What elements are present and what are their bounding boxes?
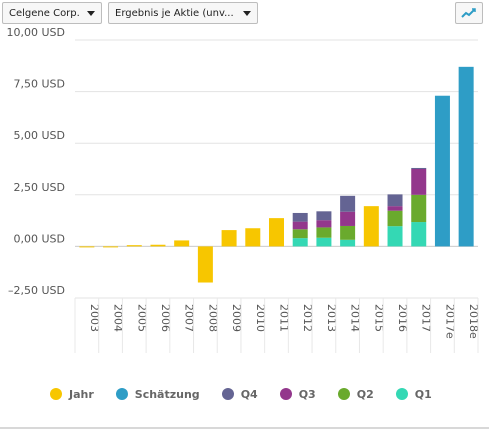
legend-item-q1[interactable]: Q1: [395, 387, 432, 401]
bar-jahr-2006: [150, 244, 166, 247]
company-dropdown-label: Celgene Corp.: [9, 7, 80, 19]
x-tick-label: 2017: [420, 304, 433, 332]
bar-q1-2016: [387, 226, 403, 247]
bar-q2-2013: [316, 227, 332, 238]
chevron-down-icon: [243, 10, 251, 16]
legend-label-schaetzung: Schätzung: [134, 387, 200, 401]
legend-label-q4: Q4: [240, 387, 258, 401]
x-tick-label: 2010: [254, 304, 267, 332]
legend-swatch-q4: [221, 388, 234, 400]
company-dropdown[interactable]: Celgene Corp.: [2, 2, 102, 24]
y-tick-label: 2,50 USD: [14, 181, 66, 194]
eps-bar-chart: –2,50 USD 0,00 USD 2,50 USD 5,00 USD 7,50 US…: [7, 28, 480, 353]
bar-q2-2016: [387, 210, 403, 227]
chevron-down-icon: [87, 10, 95, 16]
x-tick-label: 2018e: [467, 304, 480, 339]
legend-item-q3[interactable]: Q3: [279, 387, 316, 401]
bar-q1-2012: [292, 238, 308, 247]
bar-jahr-2004: [103, 246, 119, 248]
line-chart-icon: [461, 8, 476, 18]
legend-item-q2[interactable]: Q2: [337, 387, 374, 401]
bar-jahr-2008: [197, 246, 213, 283]
x-tick-label: 2006: [159, 304, 172, 332]
bar-q4-2012: [292, 212, 308, 222]
legend-item-schaetzung[interactable]: Schätzung: [115, 387, 200, 401]
bar-schaetzung-2017e: [434, 95, 450, 247]
x-tick-label: 2013: [325, 304, 338, 332]
x-tick-label: 2017e: [443, 304, 456, 339]
x-tick-label: 2009: [230, 304, 243, 332]
legend-label-q3: Q3: [298, 387, 316, 401]
bar-q3-2016: [387, 206, 403, 211]
x-tick-label: 2007: [183, 304, 196, 332]
bar-jahr-2015: [363, 206, 379, 247]
legend-item-jahr[interactable]: Jahr: [50, 388, 94, 401]
y-tick-label: 7,50 USD: [14, 78, 66, 91]
legend-swatch-q1: [395, 388, 408, 400]
legend-label-jahr: Jahr: [69, 387, 94, 401]
bar-jahr-2007: [174, 240, 190, 247]
legend-label-q2: Q2: [356, 387, 374, 401]
x-tick-label: 2004: [112, 304, 125, 332]
x-tick-label: 2005: [135, 304, 148, 332]
chart-legend: Jahr Schätzung Q4 Q3 Q2 Q1: [50, 386, 454, 402]
bar-q4-2014: [340, 195, 356, 212]
bar-q3-2013: [316, 220, 332, 228]
bar-jahr-2009: [221, 230, 237, 247]
bottom-divider: [0, 427, 489, 429]
metric-dropdown[interactable]: Ergebnis je Aktie (unv...: [108, 2, 258, 24]
chart-type-button[interactable]: [455, 2, 483, 24]
bar-q4-2013: [316, 211, 332, 221]
legend-swatch-q3: [279, 388, 292, 400]
x-tick-label: 2011: [278, 304, 291, 332]
bar-q4-2017: [411, 167, 427, 169]
bar-q1-2014: [340, 239, 356, 247]
bar-jahr-2005: [126, 245, 142, 247]
bar-q4-2016: [387, 194, 403, 207]
x-tick-label: 2003: [88, 304, 101, 332]
x-tick-label: 2008: [206, 304, 219, 332]
legend-item-q4[interactable]: Q4: [221, 387, 258, 401]
bar-q1-2013: [316, 237, 332, 247]
metric-dropdown-label: Ergebnis je Aktie (unv...: [115, 7, 234, 19]
bar-q2-2014: [340, 225, 356, 240]
legend-swatch-schaetzung: [115, 388, 128, 400]
y-tick-label: 5,00 USD: [14, 129, 66, 142]
y-tick-label: –2,50 USD: [8, 284, 65, 297]
legend-label-q1: Q1: [414, 387, 432, 401]
y-tick-label: 10,00 USD: [7, 28, 66, 39]
x-tick-label: 2016: [396, 304, 409, 332]
x-tick-label: 2012: [301, 304, 314, 332]
x-tick-label: 2015: [372, 304, 385, 332]
y-tick-label: 0,00 USD: [14, 232, 66, 245]
x-tick-label: 2014: [349, 304, 362, 332]
bar-jahr-2010: [245, 228, 261, 247]
bar-q3-2017: [411, 169, 427, 195]
bar-q3-2012: [292, 221, 308, 230]
bar-jahr-2011: [269, 218, 284, 247]
legend-swatch-q2: [337, 388, 350, 400]
bar-q2-2017: [411, 194, 427, 223]
bar-q3-2014: [340, 211, 356, 226]
bar-q1-2017: [411, 222, 427, 247]
bar-schaetzung-2018e: [458, 66, 474, 247]
legend-swatch-jahr: [50, 388, 62, 400]
bar-jahr-2003: [79, 246, 95, 248]
bar-q2-2012: [292, 229, 308, 239]
